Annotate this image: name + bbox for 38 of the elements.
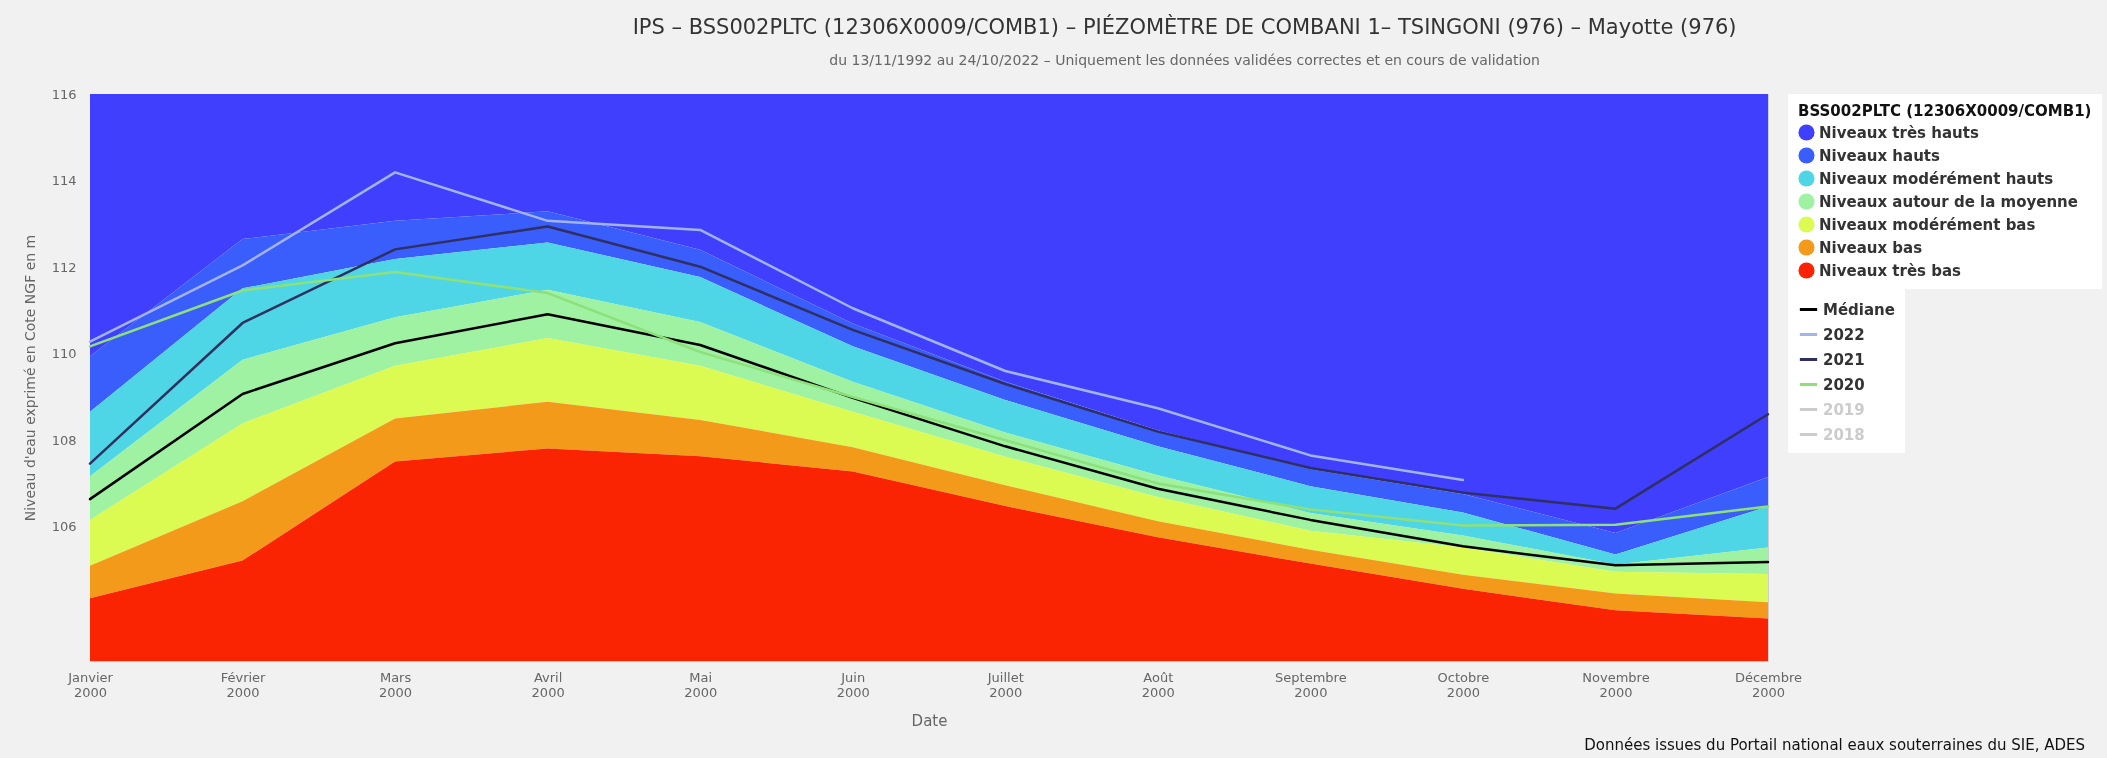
y-tick-label: 110 — [51, 346, 77, 362]
legend-label: Niveaux très hauts — [1819, 123, 1979, 142]
x-tick-label: Septembre 2000 — [1275, 669, 1347, 700]
line-series — [88, 171, 1465, 482]
line-series — [88, 225, 1770, 510]
legend-title: BSS002PLTC (12306X0009/COMB1) — [1798, 102, 2092, 120]
x-tick-label: Février 2000 — [220, 669, 267, 700]
y-tick-label: 108 — [51, 432, 77, 448]
legend-label: 2020 — [1823, 375, 1865, 394]
line-series — [88, 270, 1770, 527]
y-axis-title: Niveau d'eau exprimé en Cote NGF en m — [21, 234, 38, 522]
legend-label: Niveaux autour de la moyenne — [1819, 192, 2078, 211]
chart-title: IPS – BSS002PLTC (12306X0009/COMB1) – PIÉZOMÈTRE DE COMBANI 1– TSINGONI (976) – Mayotte (976) — [632, 14, 1737, 39]
legend-label: Médiane — [1823, 300, 1895, 319]
x-tick-label: Mars 2000 — [379, 669, 413, 700]
legend-label: Niveaux bas — [1819, 238, 1923, 257]
y-tick-label: 106 — [51, 519, 77, 535]
x-tick-label: Avril 2000 — [531, 669, 565, 700]
legend-label: 2022 — [1823, 325, 1865, 344]
x-tick-label: Novembre 2000 — [1582, 669, 1650, 700]
x-tick-label: Août 2000 — [1141, 669, 1175, 700]
x-tick-label: Mai 2000 — [684, 669, 718, 700]
x-axis-title: Date — [911, 711, 948, 730]
x-tick-label: Juillet 2000 — [986, 669, 1024, 700]
legend-label: Niveaux modérément hauts — [1819, 169, 2054, 188]
legend-label: Niveaux hauts — [1819, 146, 1940, 165]
x-tick-label: Décembre 2000 — [1734, 669, 1803, 700]
legend-label: 2021 — [1823, 350, 1865, 369]
y-tick-label: 116 — [51, 86, 77, 102]
y-tick-label: 112 — [51, 259, 77, 275]
y-tick-label: 114 — [51, 173, 77, 189]
legend-label: Niveaux très bas — [1819, 261, 1962, 280]
x-tick-label: Juin 2000 — [836, 669, 870, 700]
x-tick-label: Octobre 2000 — [1437, 669, 1490, 700]
x-tick-label: Janvier 2000 — [67, 669, 114, 700]
chart-subtitle: du 13/11/1992 au 24/10/2022 – Uniquement les données validées correctes et en cours de validation — [829, 52, 1540, 68]
legend-label: Niveaux modérément bas — [1819, 215, 2036, 234]
text: Données issues du Portail national eaux souterraines du SIE, ADES — [1584, 736, 2085, 754]
